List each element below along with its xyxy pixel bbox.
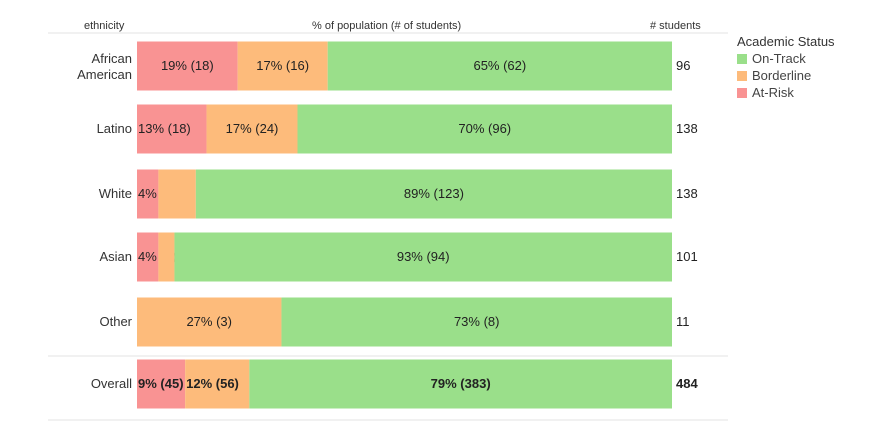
data-label-borderline-latino: 17% (24) bbox=[226, 121, 279, 136]
bar-segment-borderline-latino bbox=[206, 104, 298, 154]
student-count-white: 138 bbox=[676, 186, 698, 201]
data-label-at-risk-latino: 13% (18) bbox=[138, 121, 191, 136]
data-label-at-risk-african-american: 19% (18) bbox=[161, 58, 214, 73]
legend-label-on-track: On-Track bbox=[752, 51, 806, 66]
bar-segment-borderline-african-american bbox=[237, 41, 328, 91]
ethnicity-header: ethnicity bbox=[84, 20, 125, 32]
legend-swatch-borderline bbox=[737, 70, 747, 81]
data-label-at-risk-overall: 9% (45) bbox=[138, 376, 184, 391]
bar-segment-on-track-latino bbox=[297, 104, 672, 154]
percent-header: % of population (# of students) bbox=[312, 20, 462, 32]
legend-swatch-on-track bbox=[737, 53, 747, 64]
bar-segment-on-track-other bbox=[281, 297, 672, 347]
bar-segment-at-risk-african-american bbox=[137, 41, 238, 91]
bar-segment-at-risk-asian bbox=[137, 232, 159, 282]
bar-segment-at-risk-latino bbox=[137, 104, 207, 154]
bar-segment-borderline-other bbox=[137, 297, 282, 347]
data-label-on-track-african-american: 65% (62) bbox=[473, 58, 526, 73]
stacked-bar-plot: 19% (18) 17% (16) 65% (62) African American 9… bbox=[48, 32, 728, 421]
legend-swatch-at-risk bbox=[737, 87, 747, 98]
data-label-borderline-african-american: 17% (16) bbox=[256, 58, 309, 73]
student-count-african-american: 96 bbox=[676, 58, 690, 73]
bar-segment-on-track-white bbox=[195, 169, 672, 219]
bar-segment-on-track-asian bbox=[174, 232, 672, 282]
student-count-overall: 484 bbox=[676, 376, 698, 391]
data-label-on-track-other: 73% (8) bbox=[454, 314, 500, 329]
legend-label-at-risk: At-Risk bbox=[752, 85, 794, 100]
students-header: # students bbox=[650, 20, 701, 32]
data-label-on-track-white: 89% (123) bbox=[404, 186, 464, 201]
category-label-other: Other bbox=[99, 314, 132, 329]
bar-segment-on-track-african-american bbox=[327, 41, 672, 91]
student-count-other: 11 bbox=[676, 314, 690, 329]
student-count-asian: 101 bbox=[676, 249, 698, 264]
data-label-on-track-asian: 93% (94) bbox=[397, 249, 450, 264]
legend-label-borderline: Borderline bbox=[752, 68, 812, 83]
data-label-borderline-overall: 12% (56) bbox=[186, 376, 239, 391]
bar-segment-borderline-overall bbox=[185, 359, 250, 409]
category-label-white: White bbox=[99, 186, 132, 201]
data-label-on-track-latino: 70% (96) bbox=[458, 121, 511, 136]
legend-item-at-risk: At-Risk bbox=[737, 84, 835, 101]
category-label-asian: Asian bbox=[99, 249, 132, 264]
data-label-borderline-other: 27% (3) bbox=[186, 314, 232, 329]
legend-title: Academic Status bbox=[737, 34, 835, 49]
category-label-latino: Latino bbox=[97, 121, 132, 136]
bar-segment-on-track-overall bbox=[249, 359, 672, 409]
bar-segment-borderline-white bbox=[158, 169, 196, 219]
bar-segment-at-risk-overall bbox=[137, 359, 186, 409]
category-label-overall: Overall bbox=[91, 376, 132, 391]
bar-segment-borderline-asian bbox=[158, 232, 175, 282]
data-label-on-track-overall: 79% (383) bbox=[431, 376, 491, 391]
legend-item-borderline: Borderline bbox=[737, 67, 835, 84]
category-label-african-american: African American bbox=[77, 51, 132, 82]
legend: Academic Status On-Track Borderline At-R… bbox=[737, 34, 835, 101]
bar-segment-at-risk-white bbox=[137, 169, 159, 219]
legend-item-on-track: On-Track bbox=[737, 50, 835, 67]
student-count-latino: 138 bbox=[676, 121, 698, 136]
